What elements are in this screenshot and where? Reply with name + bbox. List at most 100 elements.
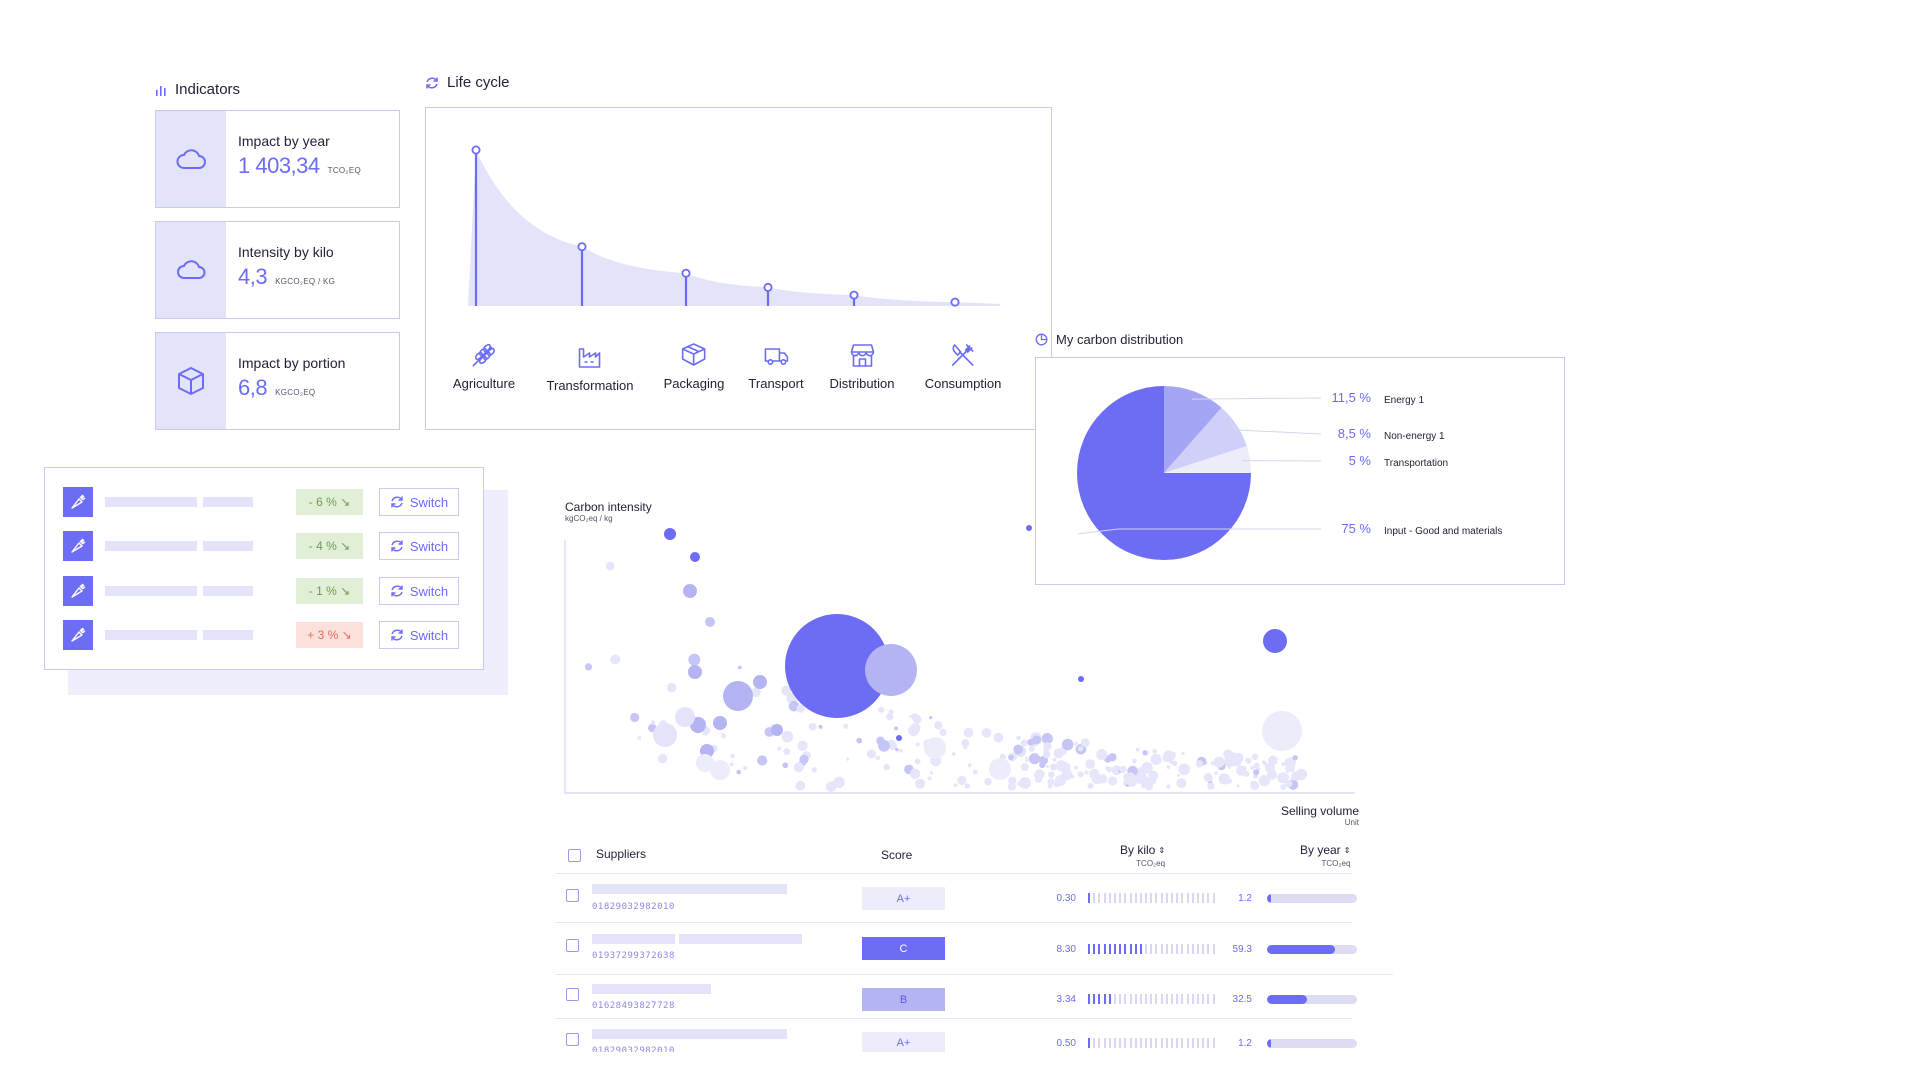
col-suppliers[interactable]: Suppliers <box>596 847 647 861</box>
gauge-tick <box>1160 1038 1163 1048</box>
impact-by-portion-card[interactable]: Impact by portion 6,8 KGCO₂EQ <box>155 332 400 430</box>
by-year-fill <box>1267 894 1271 903</box>
scatter-point <box>1166 784 1171 789</box>
gauge-tick <box>1196 893 1199 903</box>
scatter-point <box>1295 771 1299 775</box>
scatter-point <box>1125 772 1136 783</box>
scatter-point <box>1251 753 1259 761</box>
scatter-point <box>915 742 920 747</box>
scatter-bubble <box>896 735 902 741</box>
supplier-detail-placeholder <box>679 934 802 944</box>
gauge-tick <box>1108 893 1111 903</box>
scatter-point <box>846 757 850 761</box>
scatter-bubble <box>710 760 730 780</box>
scatter-point <box>737 665 742 670</box>
scatter-bubble <box>1262 711 1302 751</box>
switch-label: Switch <box>409 538 449 554</box>
gauge-tick <box>1207 893 1210 903</box>
delta-badge: + 3 % ↘ <box>296 622 363 648</box>
scatter-point <box>1097 774 1108 784</box>
scatter-point <box>782 762 789 769</box>
gauge-tick <box>1093 893 1096 903</box>
cube-icon <box>178 367 204 395</box>
row-checkbox[interactable] <box>566 939 579 952</box>
stage-transformation[interactable]: Transformation <box>547 343 633 393</box>
stage-transport[interactable]: Transport <box>748 341 804 391</box>
scatter-point <box>721 733 726 739</box>
col-by-year[interactable]: By year ⇕ TCO₂eq <box>1300 843 1350 868</box>
stage-consumption[interactable]: Consumption <box>924 341 1002 391</box>
scatter-bubble <box>785 614 889 718</box>
scatter-point <box>1295 768 1308 781</box>
gauge-tick <box>1124 994 1127 1004</box>
scatter-point <box>1032 735 1042 745</box>
row-checkbox[interactable] <box>566 889 579 902</box>
wheat-icon <box>472 343 496 367</box>
scatter-point <box>1096 749 1108 761</box>
scatter-point <box>984 777 992 786</box>
pie-leader-line <box>1230 429 1322 435</box>
gauge-tick <box>1093 1038 1096 1048</box>
scatter-point <box>1162 754 1170 762</box>
scatter-point <box>795 780 806 791</box>
row-checkbox[interactable] <box>566 988 579 1001</box>
scatter-point <box>797 740 808 751</box>
gauge-tick <box>1176 1038 1179 1048</box>
scatter-point <box>1292 755 1298 761</box>
scatter-point <box>888 709 894 715</box>
gauge-tick <box>1113 994 1116 1004</box>
intensity-by-kilo-card[interactable]: Intensity by kilo 4,3 KGCO₂EQ / KG <box>155 221 400 319</box>
stage-agriculture[interactable]: Agriculture <box>453 341 515 391</box>
score-badge: A+ <box>862 1032 945 1052</box>
col-by-kilo[interactable]: By kilo ⇕ TCO₂eq <box>1120 843 1165 868</box>
gauge-tick <box>1202 893 1205 903</box>
switch-button[interactable]: Switch <box>379 577 459 605</box>
pie-chart-icon <box>1035 333 1048 346</box>
life-cycle-chart <box>468 145 1000 307</box>
scatter-point <box>777 746 782 751</box>
switch-button[interactable]: Switch <box>379 488 459 516</box>
gauge-tick <box>1212 1038 1215 1048</box>
scatter-point <box>1073 765 1078 770</box>
impact-by-year-card[interactable]: Impact by year 1 403,34 TCO₂EQ <box>155 110 400 208</box>
indicators-title: Indicators <box>175 81 241 98</box>
switch-button[interactable]: Switch <box>379 532 459 560</box>
stage-label: Consumption <box>924 376 1002 391</box>
select-all-checkbox[interactable] <box>568 849 581 862</box>
gauge-tick <box>1129 893 1132 903</box>
scatter-point <box>953 783 958 787</box>
product-detail-placeholder <box>203 586 253 596</box>
scatter-point <box>1181 751 1185 755</box>
pie-legend-label: Input - Good and materials <box>1384 526 1502 537</box>
scatter-x-label: Selling volume <box>1280 804 1359 818</box>
gauge-tick <box>1212 994 1215 1004</box>
switch-button[interactable]: Switch <box>379 621 459 649</box>
stage-packaging[interactable]: Packaging <box>663 341 725 391</box>
scatter-bubble <box>989 758 1011 780</box>
by-year-value: 59.3 <box>1232 944 1252 955</box>
by-kilo-value: 3.34 <box>1056 994 1076 1005</box>
by-year-bar <box>1267 995 1357 1004</box>
scatter-bubble <box>771 724 783 736</box>
by-year-bar <box>1267 945 1357 954</box>
divider <box>555 922 1352 923</box>
gauge-tick <box>1093 994 1096 1004</box>
stage-label: Packaging <box>663 376 725 391</box>
stage-distribution[interactable]: Distribution <box>829 341 895 391</box>
gauge-tick <box>1134 893 1137 903</box>
scatter-point <box>808 722 817 731</box>
supplier-name-placeholder <box>592 984 711 994</box>
scatter-point <box>856 737 863 744</box>
switch-row: - 1 % ↘ Switch <box>63 576 459 606</box>
gauge-tick <box>1207 944 1210 954</box>
carbon-distribution-header: My carbon distribution <box>1035 332 1183 347</box>
gauge-tick <box>1165 1038 1168 1048</box>
scatter-point <box>729 762 734 767</box>
scatter-bubble <box>664 528 676 540</box>
gauge-tick <box>1145 994 1148 1004</box>
row-checkbox[interactable] <box>566 1033 579 1046</box>
scatter-point <box>993 732 1004 743</box>
col-score[interactable]: Score <box>881 848 913 862</box>
gauge-tick <box>1124 893 1127 903</box>
factory-icon <box>579 348 601 368</box>
